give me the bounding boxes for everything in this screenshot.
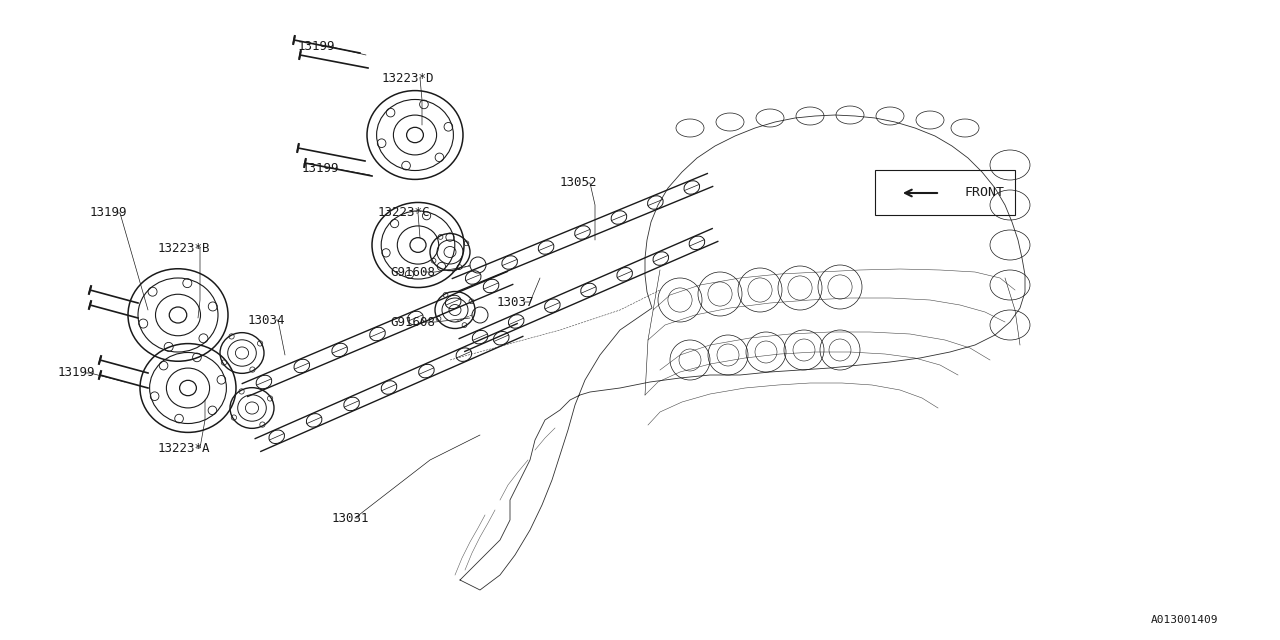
Text: 13223*C: 13223*C	[378, 207, 430, 220]
Text: 13199: 13199	[58, 367, 96, 380]
Text: 13223*D: 13223*D	[381, 72, 434, 84]
Text: A013001409: A013001409	[1151, 615, 1219, 625]
Text: 13223*A: 13223*A	[157, 442, 210, 454]
Text: 13199: 13199	[302, 161, 339, 175]
Text: 13031: 13031	[332, 511, 370, 525]
Text: 13199: 13199	[298, 40, 335, 52]
Text: FRONT: FRONT	[965, 186, 1005, 200]
Text: 13037: 13037	[497, 296, 535, 308]
Text: 13034: 13034	[248, 314, 285, 326]
Text: 13223*B: 13223*B	[157, 241, 210, 255]
Text: 13052: 13052	[561, 177, 598, 189]
Text: G91608: G91608	[390, 266, 435, 278]
Bar	[876, 170, 1015, 215]
Text: G91608: G91608	[390, 316, 435, 328]
Text: 13199: 13199	[90, 207, 128, 220]
